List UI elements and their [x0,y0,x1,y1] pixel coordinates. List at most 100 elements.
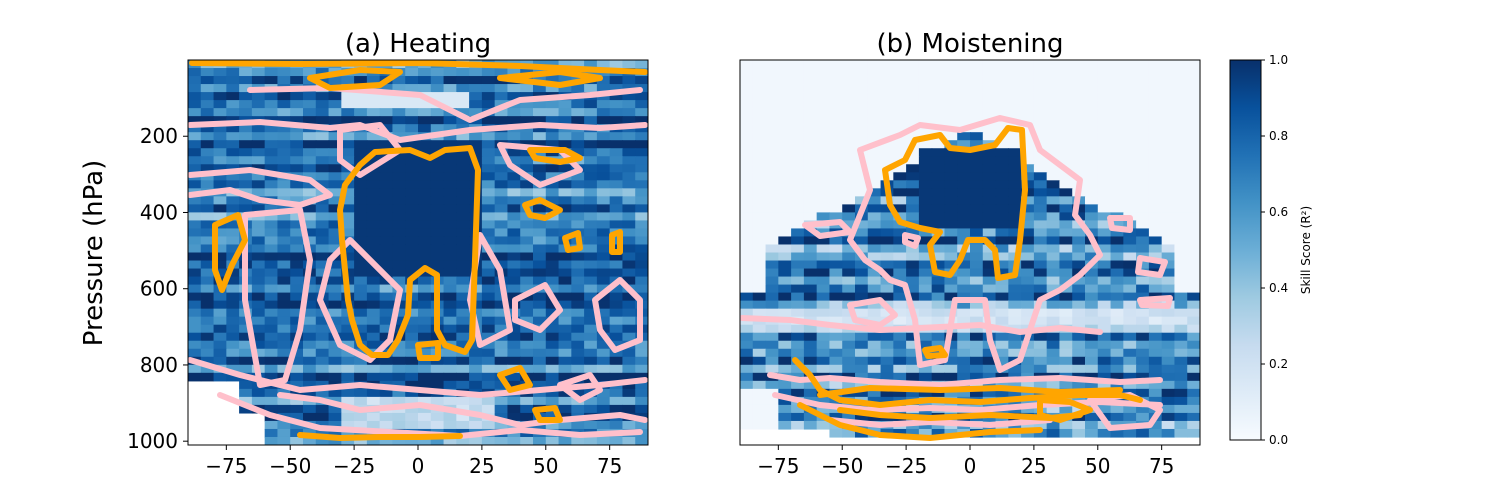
heatmap-cell [1046,212,1061,222]
heatmap-cell [188,148,202,157]
heatmap-cell [982,100,997,109]
heatmap-cell [392,268,406,278]
heatmap-cell [765,404,779,414]
heatmap-cell [392,204,406,213]
heatmap-cell [982,188,997,197]
heatmap-cell [816,236,831,246]
heatmap-cell [842,364,856,374]
heatmap-cell [558,356,572,366]
heatmap-cell [1085,340,1099,350]
heatmap-cell [982,148,997,157]
heatmap-cell [635,436,648,445]
heatmap-cell [1110,340,1124,350]
heatmap-cell [251,92,266,101]
heatmap-cell [277,156,291,165]
heatmap-cell [1097,124,1112,133]
heatmap-cell [533,268,547,278]
heatmap-cell [1110,156,1124,165]
heatmap-cell [1033,124,1048,133]
heatmap-cell [545,140,560,149]
heatmap-cell [328,148,342,157]
heatmap-cell [277,68,291,77]
heatmap-cell [366,212,381,222]
heatmap-cell [494,364,509,374]
heatmap-cell [1059,300,1073,310]
heatmap-cell [778,124,792,133]
heatmap-cell [213,196,227,205]
heatmap-cell [931,300,946,310]
heatmap-cell [494,188,509,197]
heatmap-cell [982,228,997,238]
heatmap-cell [867,156,882,165]
heatmap-cell [740,260,754,270]
heatmap-cell [906,260,920,270]
heatmap-cell [264,236,279,246]
heatmap-cell [533,236,547,246]
heatmap-cell [545,188,560,197]
heatmap-cell [855,348,869,358]
heatmap-cell [251,388,266,398]
heatmap-cell [251,276,266,286]
heatmap-cell [855,100,869,109]
heatmap-cell [533,388,547,398]
heatmap-cell [1033,228,1048,238]
heatmap-cell [1046,116,1061,125]
heatmap-cell [494,380,509,390]
heatmap-cell [596,348,611,358]
heatmap-cell [970,60,984,69]
heatmap-cell [571,332,585,342]
heatmap-cell [200,356,215,366]
heatmap-cell [366,396,381,406]
heatmap-cell [778,92,792,101]
heatmap-cell [609,212,624,222]
heatmap-cell [740,172,754,181]
heatmap-cell [354,268,368,278]
heatmap-cell [855,260,869,270]
heatmap-cell [494,348,509,358]
heatmap-cell [430,260,445,270]
heatmap-cell [584,284,598,294]
heatmap-cell [239,140,253,149]
heatmap-cell [392,220,406,230]
heatmap-cell [1136,84,1150,93]
heatmap-cell [354,252,368,262]
heatmap-cell [226,284,240,294]
heatmap-cell [880,340,894,350]
heatmap-cell [443,172,457,181]
heatmap-cell [1046,204,1061,213]
heatmap-cell [906,84,920,93]
heatmap-cell [995,84,1009,93]
heatmap-cell [803,156,818,165]
heatmap-cell [957,356,971,366]
heatmap-cell [418,156,432,165]
heatmap-cell [571,348,585,358]
heatmap-cell [251,236,266,246]
heatmap-cell [1046,364,1061,374]
heatmap-cell [778,68,792,77]
heatmap-cell [867,196,882,205]
heatmap-cell [816,164,831,173]
heatmap-cell [481,172,496,181]
heatmap-cell [405,172,419,181]
heatmap-cell [1161,372,1176,382]
heatmap-cell [596,364,611,374]
heatmap-cell [970,76,984,85]
heatmap-cell [867,276,882,286]
heatmap-cell [816,292,831,302]
heatmap-cell [622,188,636,197]
heatmap-cell [880,108,894,117]
heatmap-cell [264,220,279,230]
heatmap-cell [957,268,971,278]
heatmap-cell [906,276,920,286]
heatmap-cell [609,76,624,85]
heatmap-cell [1033,308,1048,318]
heatmap-cell [918,100,933,109]
heatmap-cell [469,364,483,374]
heatmap-cell [1123,340,1137,350]
heatmap-cell [533,292,547,302]
heatmap-cell [200,332,215,342]
heatmap-cell [303,180,317,189]
heatmap-cell [520,132,534,141]
heatmap-cell [982,276,997,286]
heatmap-cell [635,156,648,165]
